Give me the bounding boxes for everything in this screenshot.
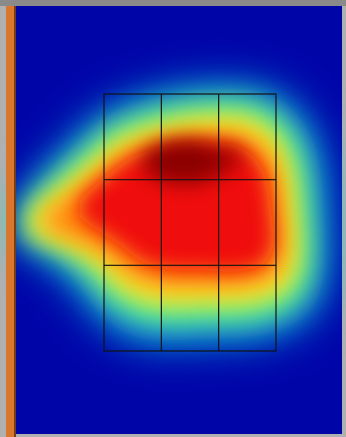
left-border — [6, 6, 14, 437]
heat-layer-red — [80, 143, 274, 272]
left-border-shadow — [14, 6, 16, 437]
grid-outline — [103, 93, 277, 352]
top-border — [0, 0, 346, 6]
heat-layer-darkred — [143, 140, 242, 184]
grid-overlay — [103, 93, 277, 352]
